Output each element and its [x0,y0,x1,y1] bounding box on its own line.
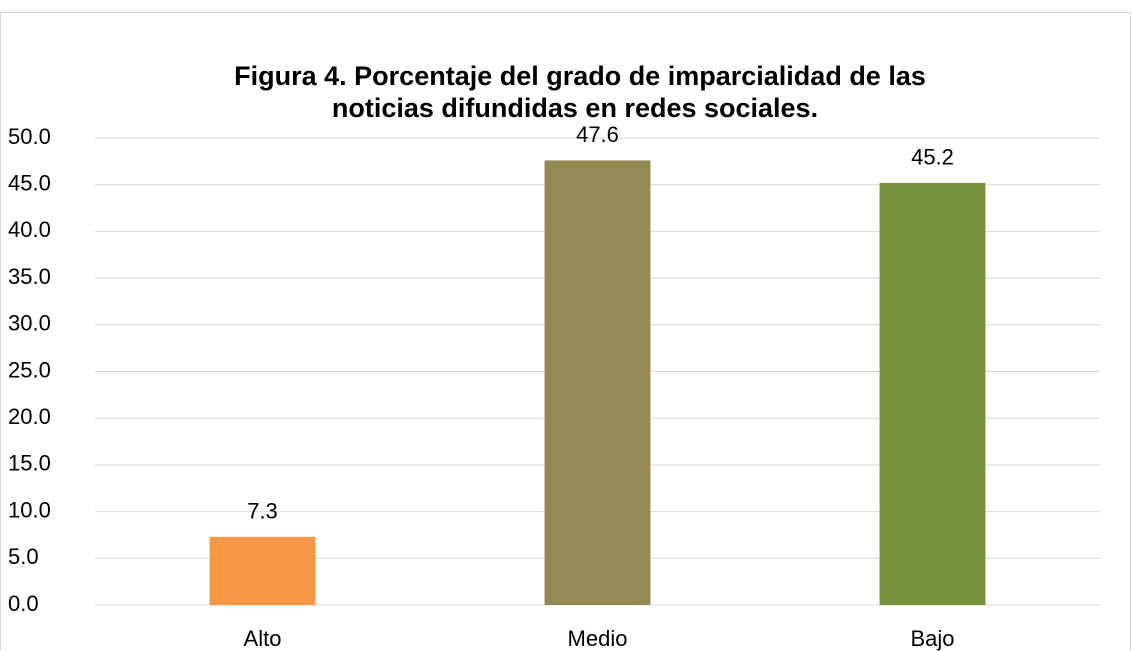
y-tick-label: 50.0 [8,124,51,149]
y-tick-label: 30.0 [8,311,51,336]
y-tick-label: 15.0 [8,451,51,476]
y-tick-label: 10.0 [8,497,51,522]
data-label: 45.2 [911,145,954,170]
x-tick-label: Bajo [910,626,954,651]
x-tick-label: Alto [244,626,282,651]
y-tick-label: 5.0 [8,544,39,569]
y-tick-label: 0.0 [8,591,39,616]
x-tick-label: Medio [568,626,628,651]
bar [209,536,316,605]
y-tick-label: 20.0 [8,404,51,429]
chart-title: noticias difundidas en redes sociales. [332,93,818,123]
y-tick-label: 35.0 [8,264,51,289]
chart-title: Figura 4. Porcentaje del grado de imparc… [234,61,926,91]
y-tick-label: 45.0 [8,171,51,196]
bar [879,182,986,605]
bar [544,160,651,605]
data-label: 47.6 [576,122,619,147]
data-label: 7.3 [247,499,278,524]
y-tick-label: 40.0 [8,217,51,242]
y-tick-label: 25.0 [8,357,51,382]
chart-border [0,12,1131,651]
